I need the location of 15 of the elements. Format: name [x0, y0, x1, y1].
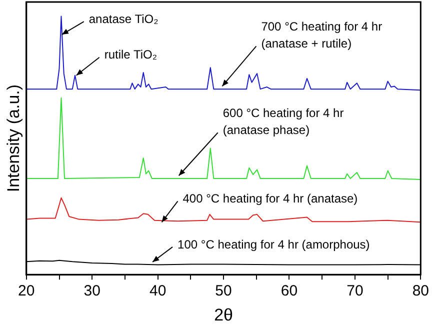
x-tick-label: 20 [18, 282, 35, 300]
annotation: 400 °C heating for 4 hr (anatase) [182, 191, 358, 206]
annotation: rutile TiO₂ [104, 48, 158, 62]
x-tick-label: 80 [412, 282, 429, 300]
y-axis-title: Intensity (a.u.) [4, 84, 23, 192]
x-axis-title: 2θ [214, 305, 233, 324]
x-tick-label: 30 [84, 282, 100, 300]
x-tick-label: 70 [346, 282, 364, 300]
annotation: 100 °C heating for 4 hr (amorphous) [178, 237, 370, 252]
x-tick-label: 60 [280, 282, 298, 300]
annotation: 700 °C heating for 4 hr (anatase + rutile) [261, 20, 382, 51]
annotation: anatase TiO₂ [88, 12, 159, 26]
x-tick-label: 40 [149, 282, 166, 300]
annotation: 600 °C heating for 4 hr (anatase phase) [222, 106, 344, 137]
x-tick-label: 50 [215, 282, 232, 300]
